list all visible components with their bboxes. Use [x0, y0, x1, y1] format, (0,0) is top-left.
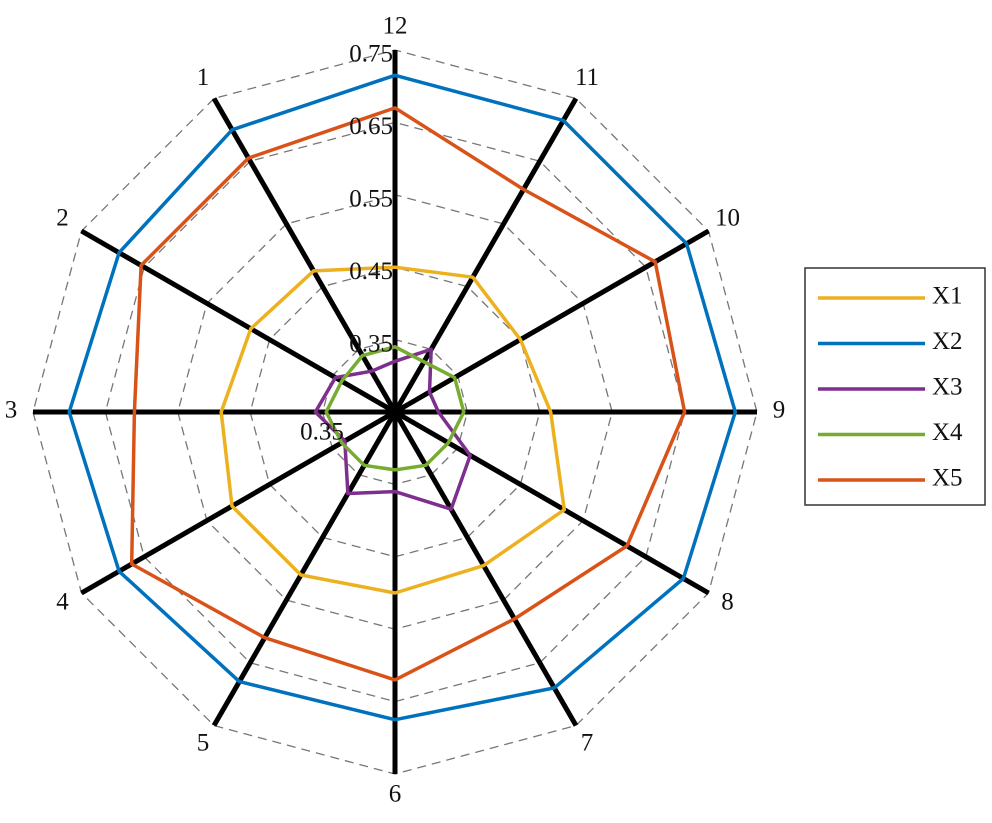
- r-tick-label: 0.55: [349, 186, 393, 213]
- spoke: [211, 97, 398, 414]
- category-label: 9: [773, 397, 786, 424]
- legend-box: [804, 267, 986, 506]
- spoke: [392, 410, 579, 727]
- category-label: 11: [575, 64, 599, 91]
- category-label: 3: [5, 397, 18, 424]
- category-label: 1: [197, 64, 210, 91]
- r-tick-label: 0.75: [349, 41, 393, 68]
- r-tick-label: 0.45: [349, 258, 393, 285]
- category-label: 10: [715, 205, 740, 232]
- legend-label: X3: [932, 374, 963, 401]
- annotation: 0.35: [300, 419, 344, 446]
- r-tick-label: 0.65: [349, 113, 393, 140]
- category-label: 4: [56, 589, 69, 616]
- category-label: 6: [389, 781, 402, 808]
- category-label: 12: [383, 13, 408, 40]
- category-label: 8: [721, 589, 734, 616]
- spoke: [211, 410, 398, 727]
- category-label: 5: [197, 729, 210, 756]
- legend-label: X1: [932, 283, 963, 310]
- spoke: [393, 228, 710, 415]
- category-label: 7: [581, 729, 594, 756]
- series-line: [67, 73, 738, 722]
- legend-label: X4: [932, 419, 963, 446]
- series-line: [129, 106, 687, 682]
- legend-label: X5: [932, 465, 963, 492]
- category-label: 2: [56, 205, 69, 232]
- series-line: [324, 345, 466, 472]
- spoke: [393, 409, 710, 596]
- series-line: [313, 347, 472, 511]
- spoke: [80, 409, 397, 596]
- spoke: [80, 228, 397, 415]
- legend-label: X2: [932, 328, 963, 355]
- series-line: [219, 265, 567, 595]
- spoke: [392, 97, 579, 414]
- r-tick-label: 0.35: [349, 330, 393, 357]
